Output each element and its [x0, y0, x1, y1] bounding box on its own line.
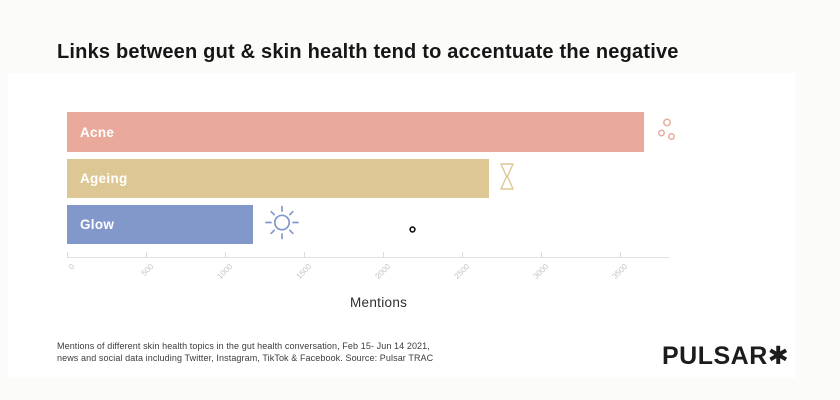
page-title: Links between gut & skin health tend to …	[57, 41, 679, 63]
bar-acne[interactable]: Acne	[67, 112, 644, 152]
bar-row-ageing: Ageing	[67, 159, 827, 198]
x-axis-tick-label: 1500	[294, 262, 314, 281]
bar-glow[interactable]: Glow	[67, 205, 254, 244]
x-axis-tick	[541, 252, 542, 258]
x-axis-tick	[146, 252, 147, 258]
bar-label-acne: Acne	[80, 124, 115, 140]
bar-label-glow: Glow	[80, 217, 115, 232]
pulsar-logo: PULSAR✱	[662, 342, 790, 370]
x-axis-tick-label: 0	[66, 262, 77, 272]
x-axis-tick-label: 3000	[531, 262, 551, 281]
sun-icon	[263, 203, 301, 246]
x-axis-tick-label: 500	[139, 262, 156, 278]
x-axis-tick	[304, 252, 305, 258]
x-axis-tick	[67, 252, 68, 258]
bubbles-icon	[654, 117, 678, 148]
x-axis-tick-label: 2500	[452, 262, 472, 281]
x-axis-tick	[462, 252, 463, 258]
x-axis-tick	[225, 252, 226, 258]
bar-label-ageing: Ageing	[80, 171, 128, 186]
ring-dot-icon	[408, 221, 417, 239]
bar-row-glow: Glow	[67, 205, 827, 244]
bar-ageing[interactable]: Ageing	[67, 159, 489, 198]
x-axis-title: Mentions	[350, 295, 408, 310]
x-axis-tick	[383, 252, 384, 258]
source-note-line1: Mentions of different skin health topics…	[57, 341, 430, 351]
bar-row-acne: Acne	[67, 112, 827, 152]
x-axis-tick-label: 3500	[610, 262, 630, 281]
x-axis-line	[67, 257, 670, 258]
x-axis-tick-label: 2000	[373, 262, 393, 281]
hourglass-icon	[499, 162, 515, 195]
source-note: Mentions of different skin health topics…	[57, 341, 433, 364]
source-note-line2: news and social data including Twitter, …	[57, 352, 434, 363]
x-axis-tick-label: 1000	[215, 262, 235, 281]
x-axis-tick	[620, 252, 621, 258]
